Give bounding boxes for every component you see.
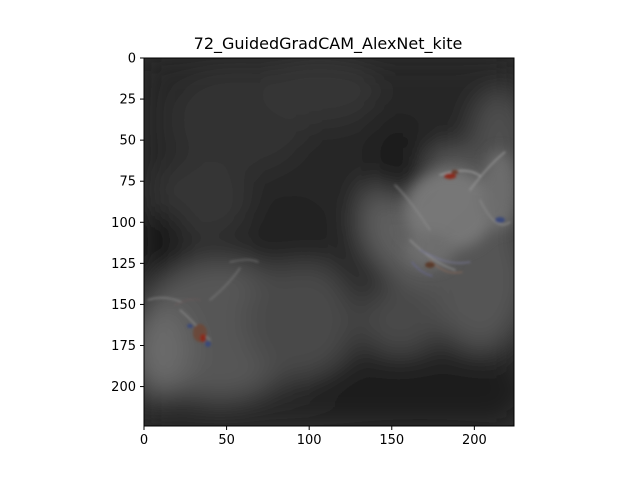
x-tick-label: 100: [297, 433, 322, 448]
y-tick-label: 175: [111, 339, 136, 354]
y-tick-label: 150: [111, 298, 136, 313]
x-axis: 0 50 100 150 200: [140, 426, 487, 448]
y-tick-label: 125: [111, 257, 136, 272]
axes-frame: [143, 57, 515, 427]
y-tick-label: 50: [119, 134, 136, 149]
y-tick-label: 100: [111, 216, 136, 231]
x-tick-label: 150: [379, 433, 404, 448]
y-tick-label: 200: [111, 380, 136, 395]
x-tick-label: 50: [218, 433, 235, 448]
x-tick-label: 0: [140, 433, 148, 448]
chart-title: 72_GuidedGradCAM_AlexNet_kite: [194, 34, 463, 54]
y-tick-label: 0: [128, 52, 136, 67]
y-axis: 0 25 50 75 100 125 150 175 200: [111, 52, 144, 395]
y-tick-label: 75: [119, 175, 136, 190]
heatmap-image: [144, 58, 514, 426]
x-tick-label: 200: [462, 433, 487, 448]
y-tick-label: 25: [119, 93, 136, 108]
